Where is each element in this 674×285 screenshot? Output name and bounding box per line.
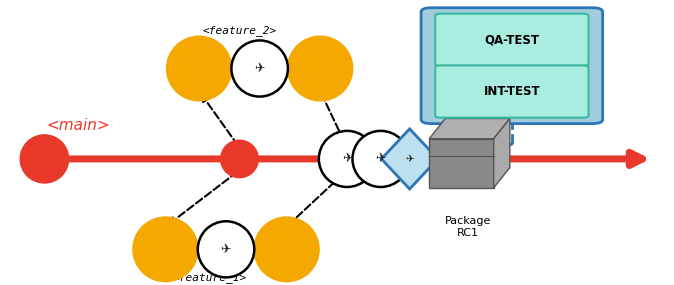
Ellipse shape xyxy=(362,140,400,178)
Polygon shape xyxy=(381,129,438,189)
Ellipse shape xyxy=(197,221,254,277)
Text: QA-TEST: QA-TEST xyxy=(485,33,539,46)
Text: ✈: ✈ xyxy=(405,154,414,164)
Text: ✈: ✈ xyxy=(375,152,386,165)
Ellipse shape xyxy=(166,36,232,101)
Ellipse shape xyxy=(254,217,319,282)
Ellipse shape xyxy=(20,135,69,183)
FancyBboxPatch shape xyxy=(421,8,603,124)
Ellipse shape xyxy=(328,140,366,178)
Text: Package
RC1: Package RC1 xyxy=(445,216,491,238)
Polygon shape xyxy=(429,139,494,188)
FancyBboxPatch shape xyxy=(435,65,588,118)
Ellipse shape xyxy=(288,36,353,101)
Text: ✈: ✈ xyxy=(254,62,265,75)
Polygon shape xyxy=(429,119,510,139)
Ellipse shape xyxy=(231,40,288,97)
Text: ✈: ✈ xyxy=(342,152,353,165)
Text: <feature_1>: <feature_1> xyxy=(173,272,247,283)
Ellipse shape xyxy=(220,140,258,178)
Ellipse shape xyxy=(319,131,375,187)
FancyBboxPatch shape xyxy=(435,14,588,66)
Ellipse shape xyxy=(353,131,409,187)
Polygon shape xyxy=(494,119,510,188)
Ellipse shape xyxy=(133,217,198,282)
Text: INT-TEST: INT-TEST xyxy=(483,85,540,98)
Text: <main>: <main> xyxy=(47,117,110,133)
Text: <feature_2>: <feature_2> xyxy=(202,25,277,36)
Text: ✈: ✈ xyxy=(221,243,231,256)
